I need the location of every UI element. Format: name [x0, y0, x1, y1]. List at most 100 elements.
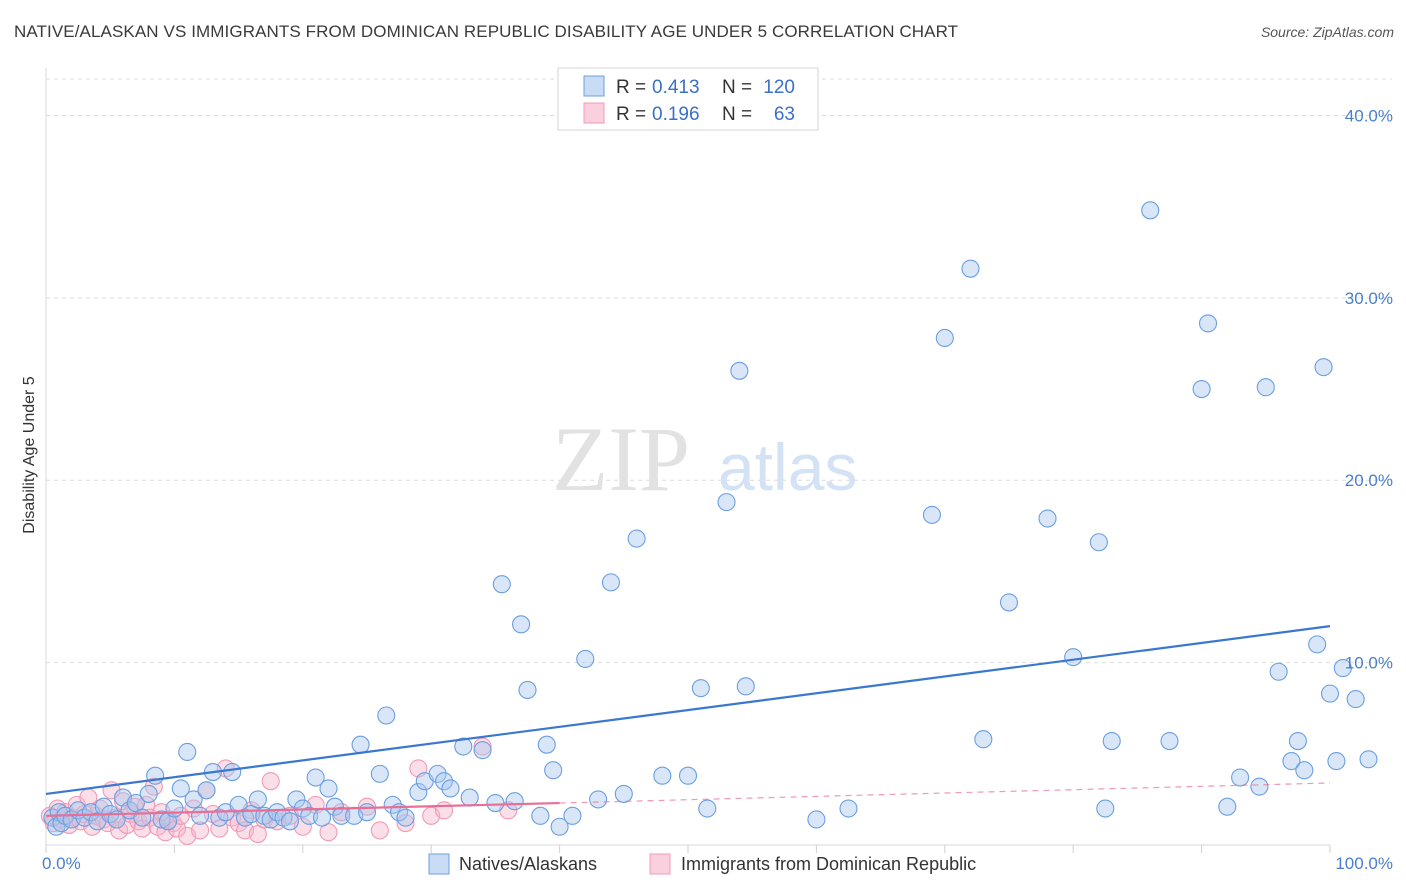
natives-point [351, 735, 370, 754]
dominican-point [83, 817, 102, 836]
natives-point [1064, 648, 1083, 667]
natives-point [730, 361, 749, 380]
natives-point [1346, 690, 1365, 709]
natives-point [505, 792, 524, 811]
dominican-n-label: N = [722, 104, 752, 125]
watermark: ZIP atlas [552, 408, 857, 510]
natives-point [178, 742, 197, 762]
natives-point [1198, 314, 1218, 333]
natives-point [184, 790, 203, 809]
natives-point [1327, 752, 1346, 771]
dominican-point [434, 801, 454, 820]
natives-r-value: 0.413 [652, 77, 700, 98]
watermark-zip: ZIP [552, 408, 690, 510]
natives-point [544, 761, 563, 780]
natives-point [165, 799, 184, 818]
source-label: Source: ZipAtlas.com [1260, 24, 1394, 40]
natives-point [999, 593, 1019, 612]
natives-point [486, 794, 505, 813]
natives-point [1102, 731, 1121, 751]
natives-point [434, 772, 454, 791]
natives-point [518, 680, 537, 700]
natives-point [589, 790, 608, 809]
natives-point [377, 706, 396, 725]
natives-point [428, 764, 447, 783]
natives-legend-swatch [583, 75, 605, 97]
natives-point [736, 677, 755, 696]
natives-point [191, 806, 210, 825]
natives-point [1295, 761, 1314, 780]
dominican-swatch [649, 853, 671, 875]
dominican-point [210, 819, 229, 838]
natives-point [1359, 750, 1378, 769]
natives-point [698, 799, 717, 818]
natives-point [306, 768, 325, 787]
natives-point [1231, 768, 1250, 787]
natives-point [319, 779, 338, 798]
trend-lines [45, 625, 1331, 817]
series-legend: Natives/Alaskans Immigrants from Dominic… [428, 853, 976, 875]
legend-item-dominican[interactable]: Immigrants from Dominican Republic [649, 853, 976, 875]
natives-points [43, 201, 1378, 836]
natives-point [691, 679, 710, 698]
natives-point [409, 783, 428, 802]
natives-point [325, 797, 344, 816]
natives-point [627, 529, 646, 548]
x-tick-label-min: 0.0% [42, 854, 81, 873]
natives-point [550, 817, 569, 836]
natives-point [171, 779, 190, 798]
natives-point [370, 764, 389, 783]
natives-point [1320, 684, 1340, 703]
natives-point [1141, 201, 1160, 220]
natives-point [807, 810, 826, 829]
natives-point [357, 803, 377, 822]
natives-n-label: N = [722, 77, 752, 98]
natives-point [1250, 777, 1269, 796]
y-tick-label: 20.0% [1345, 471, 1393, 490]
chart-title: NATIVE/ALASKAN VS IMMIGRANTS FROM DOMINI… [14, 22, 959, 41]
y-axis-label: Disability Age Under 5 [21, 376, 38, 534]
natives-point [248, 790, 267, 809]
natives-point [922, 505, 942, 524]
dominican-r-value: 0.196 [652, 104, 700, 125]
dominican-legend-label: Immigrants from Dominican Republic [681, 854, 976, 874]
natives-point [1256, 378, 1275, 397]
natives-point [1308, 635, 1327, 654]
natives-point [473, 741, 492, 760]
natives-point [512, 615, 531, 634]
natives-point [1038, 509, 1057, 528]
dominican-point [370, 821, 389, 840]
stats-legend: R = 0.413 N = 120 R = 0.196 N = 63 [557, 67, 819, 131]
dominican-point [117, 815, 136, 834]
legend-item-natives[interactable]: Natives/Alaskans [428, 853, 597, 875]
dominican-trend-line [45, 801, 560, 817]
natives-point [287, 790, 306, 809]
natives-point [537, 735, 556, 754]
natives-point [1333, 659, 1352, 678]
natives-point [653, 766, 672, 785]
natives-point [332, 806, 351, 825]
natives-point [383, 795, 402, 814]
y-tick-labels: 10.0% 20.0% 30.0% 40.0% [1345, 106, 1393, 672]
x-tick-labels: 0.0% 100.0% [42, 854, 1393, 873]
natives-point [1314, 358, 1333, 377]
natives-point [139, 784, 158, 803]
natives-point [601, 573, 621, 592]
natives-swatch [428, 853, 450, 875]
natives-point [197, 781, 216, 800]
y-tick-label: 10.0% [1345, 654, 1393, 673]
natives-point [396, 808, 415, 827]
natives-point [1269, 662, 1288, 681]
natives-r-label: R = [616, 77, 646, 98]
natives-point [1218, 797, 1237, 816]
natives-n-value: 120 [763, 77, 795, 98]
natives-point [223, 762, 242, 782]
dominican-point [396, 814, 415, 833]
natives-point [133, 808, 152, 827]
natives-point [460, 788, 479, 807]
y-tick-label: 40.0% [1345, 106, 1393, 125]
x-tick-label-max: 100.0% [1335, 854, 1393, 873]
natives-point [441, 779, 460, 798]
natives-point [1282, 752, 1301, 771]
